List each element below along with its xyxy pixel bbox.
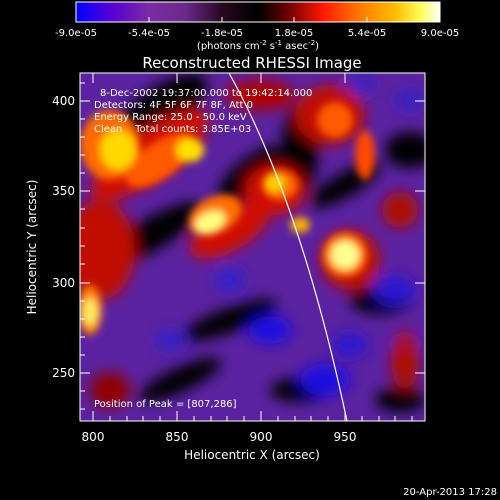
timestamp: 20-Apr-2013 17:28: [403, 487, 497, 498]
colorbar-tick-label: 9.0e-05: [421, 28, 459, 39]
x-tick-label: 850: [166, 430, 189, 444]
x-axis-label: Heliocentric X (arcsec): [184, 448, 320, 462]
colorbar-gradient: [75, 1, 441, 23]
y-axis-label: Heliocentric Y (arcsec): [25, 180, 39, 315]
y-tick-label: 250: [52, 366, 75, 380]
detectors-text: Detectors: 4F 5F 6F 7F 8F, Att 0: [94, 100, 253, 111]
y-tick-label: 300: [52, 276, 75, 290]
colorbar-tick-label: 1.8e-05: [275, 28, 313, 39]
colorbar: -9.0e-05 -5.4e-05 -1.8e-05 1.8e-05 5.4e-…: [55, 1, 459, 52]
rhessi-image: [80, 73, 425, 421]
plot-frame: [79, 72, 426, 422]
plot-title: Reconstructed RHESSI Image: [142, 54, 361, 72]
x-tick-label: 900: [250, 430, 273, 444]
colorbar-ticks: [75, 17, 441, 22]
counts-text: Clean Total counts: 3.85E+03: [94, 124, 251, 135]
colorbar-tick-label: -1.8e-05: [201, 28, 243, 39]
time-range-text: 8-Dec-2002 19:37:00.000 to 19:42:14.000: [100, 88, 312, 99]
y-tick-label: 350: [52, 184, 75, 198]
colorbar-tick-label: -9.0e-05: [55, 28, 97, 39]
solar-limb-line: [228, 73, 348, 421]
colorbar-units: (photons cm-2 s-1 asec-2): [197, 39, 319, 52]
x-tick-label: 950: [334, 430, 357, 444]
info-overlay: 8-Dec-2002 19:37:00.000 to 19:42:14.000 …: [94, 88, 312, 410]
y-tick-label: 400: [52, 94, 75, 108]
axis-ticks: [80, 73, 425, 421]
colorbar-tick-label: -5.4e-05: [128, 28, 170, 39]
energy-range-text: Energy Range: 25.0 - 50.0 keV: [94, 112, 247, 123]
colorbar-tick-label: 5.4e-05: [348, 28, 386, 39]
x-tick-label: 800: [82, 430, 105, 444]
peak-position-text: Position of Peak = [807,286]: [94, 399, 237, 410]
